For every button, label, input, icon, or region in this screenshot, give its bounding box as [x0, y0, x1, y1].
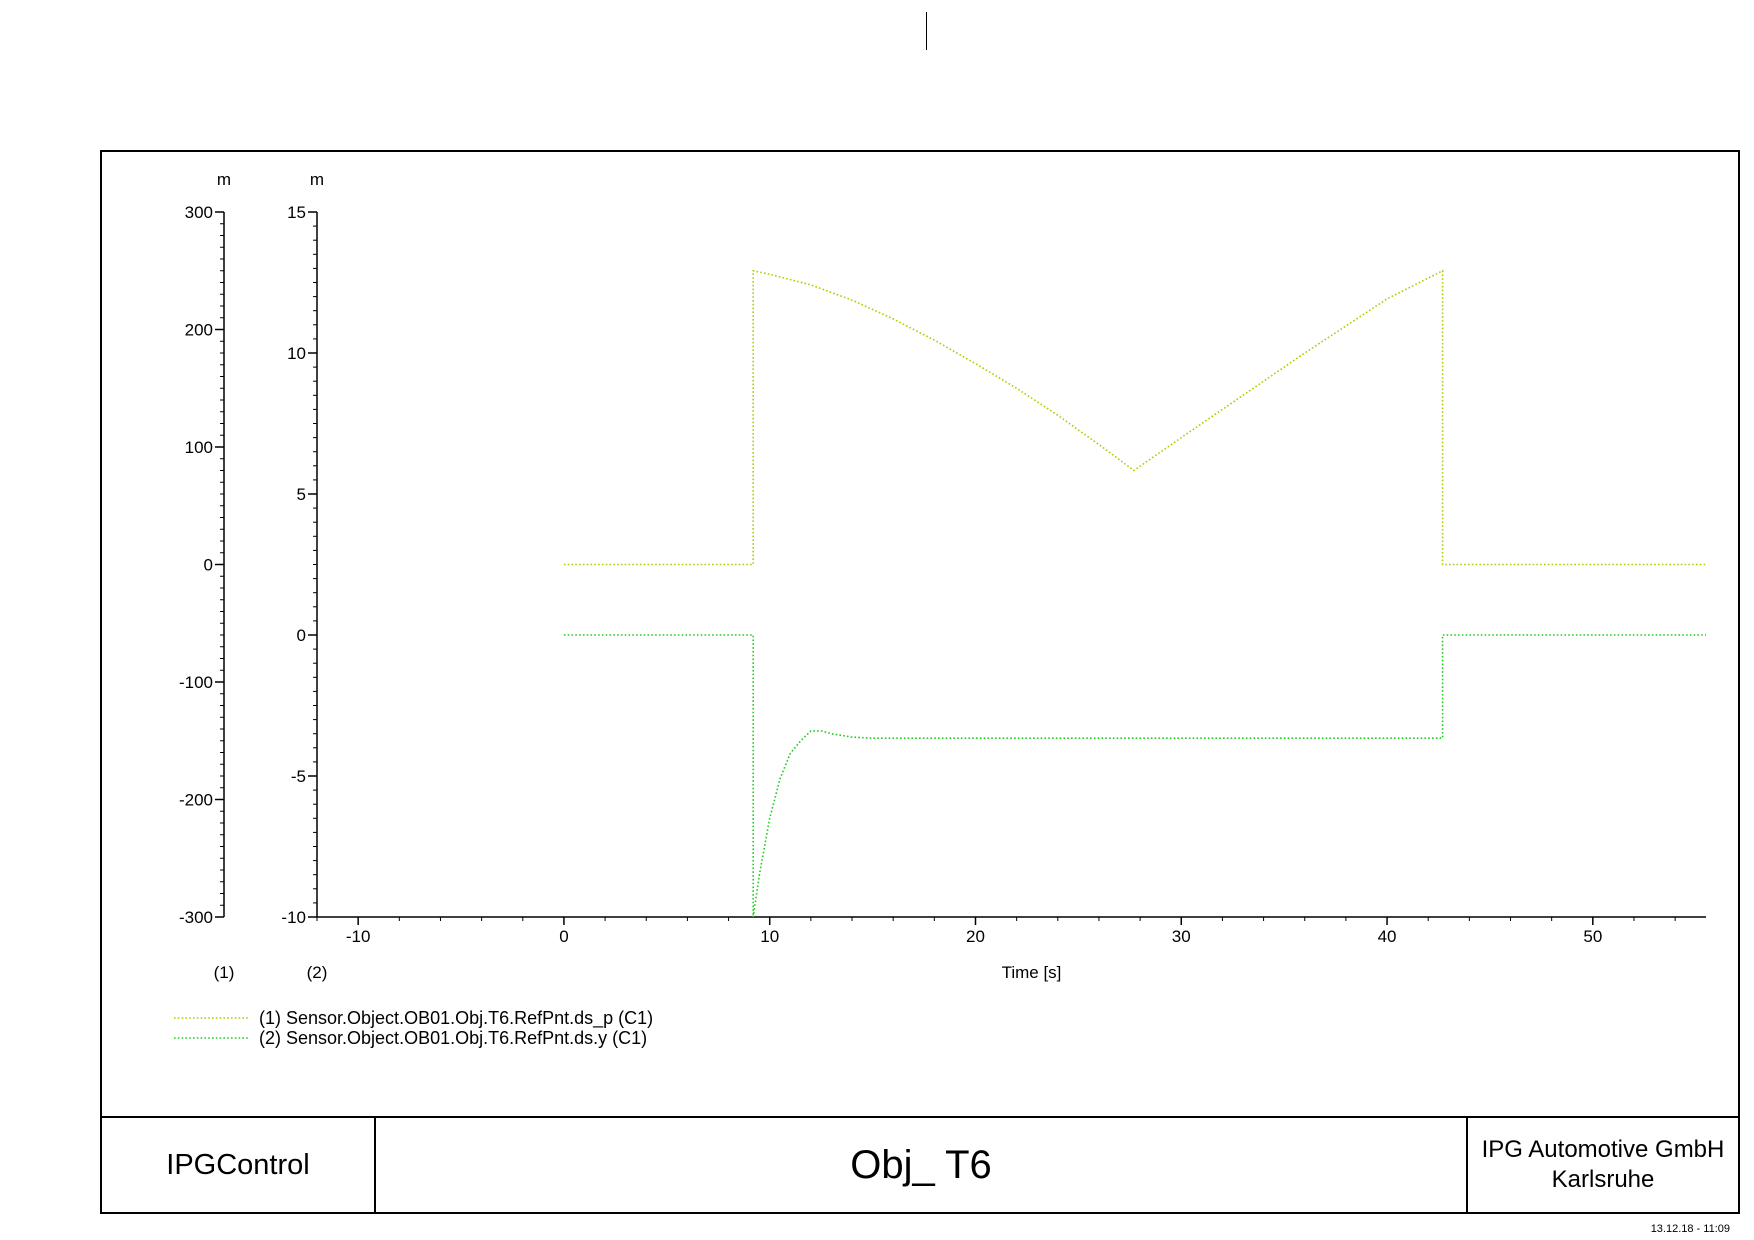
chart-title-label: Obj_ T6	[850, 1142, 992, 1187]
x-axis-label: Time [s]	[1002, 963, 1062, 982]
title-block: IPGControl Obj_ T6 IPG Automotive GmbH K…	[100, 1116, 1740, 1214]
x-axis-tick-label: 40	[1378, 927, 1397, 946]
y-axis-1-tick-label: -300	[179, 908, 213, 927]
timestamp: 13.12.18 - 11:09	[1650, 1223, 1730, 1235]
y-axis-2-tick-label: 15	[287, 203, 306, 222]
company-name-label: IPG Automotive GmbH	[1481, 1136, 1725, 1163]
legend-entry-1: (1) Sensor.Object.OB01.Obj.T6.RefPnt.ds_…	[259, 1008, 653, 1029]
y-axis-2-tick-label: 5	[297, 485, 306, 504]
y-axis-2-unit: m	[310, 170, 324, 189]
footer-app-name: IPGControl	[102, 1118, 376, 1212]
legend-entry-2: (2) Sensor.Object.OB01.Obj.T6.RefPnt.ds.…	[259, 1028, 647, 1048]
y-axis-2-label: (2)	[307, 963, 328, 982]
y-axis-1-tick-label: -200	[179, 791, 213, 810]
y-axis-2-tick-label: 10	[287, 344, 306, 363]
y-axis-2-tick-label: -5	[291, 767, 306, 786]
page-center-mark	[926, 12, 927, 50]
company-city-label: Karlsruhe	[1551, 1166, 1655, 1193]
x-axis-tick-label: 0	[559, 927, 568, 946]
chart-frame: m 300 200 100 0 -100 -200 -300 (1) m 15 10 5 0 -5 -10 (2…	[100, 150, 1740, 1214]
series-line-2	[563, 634, 1706, 918]
footer-company: IPG Automotive GmbH Karlsruhe	[1468, 1118, 1738, 1212]
y-axis-1-label: (1)	[214, 963, 235, 982]
y-axis-1-tick-label: 0	[204, 556, 213, 575]
plot-canvas: m3002001000-100-200-300(1)m151050-5-10(2…	[174, 170, 1706, 1048]
x-axis-tick-label: -10	[346, 927, 371, 946]
x-axis-tick-label: 30	[1172, 927, 1191, 946]
y-axis-1-unit: m	[217, 170, 231, 189]
y-axis-1-tick-label: -100	[179, 673, 213, 692]
footer-title: Obj_ T6	[376, 1118, 1468, 1212]
series-line-1	[563, 269, 1706, 566]
y-axis-1-tick-label: 100	[185, 438, 213, 457]
y-axis-2-tick-label: -10	[281, 908, 306, 927]
y-axis-2-tick-label: 0	[297, 626, 306, 645]
y-axis-1-tick-label: 300	[185, 203, 213, 222]
x-axis-tick-label: 20	[966, 927, 985, 946]
y-axis-1-tick-label: 200	[185, 321, 213, 340]
x-axis-tick-label: 10	[760, 927, 779, 946]
app-name-label: IPGControl	[166, 1148, 310, 1181]
x-axis-tick-label: 50	[1583, 927, 1602, 946]
